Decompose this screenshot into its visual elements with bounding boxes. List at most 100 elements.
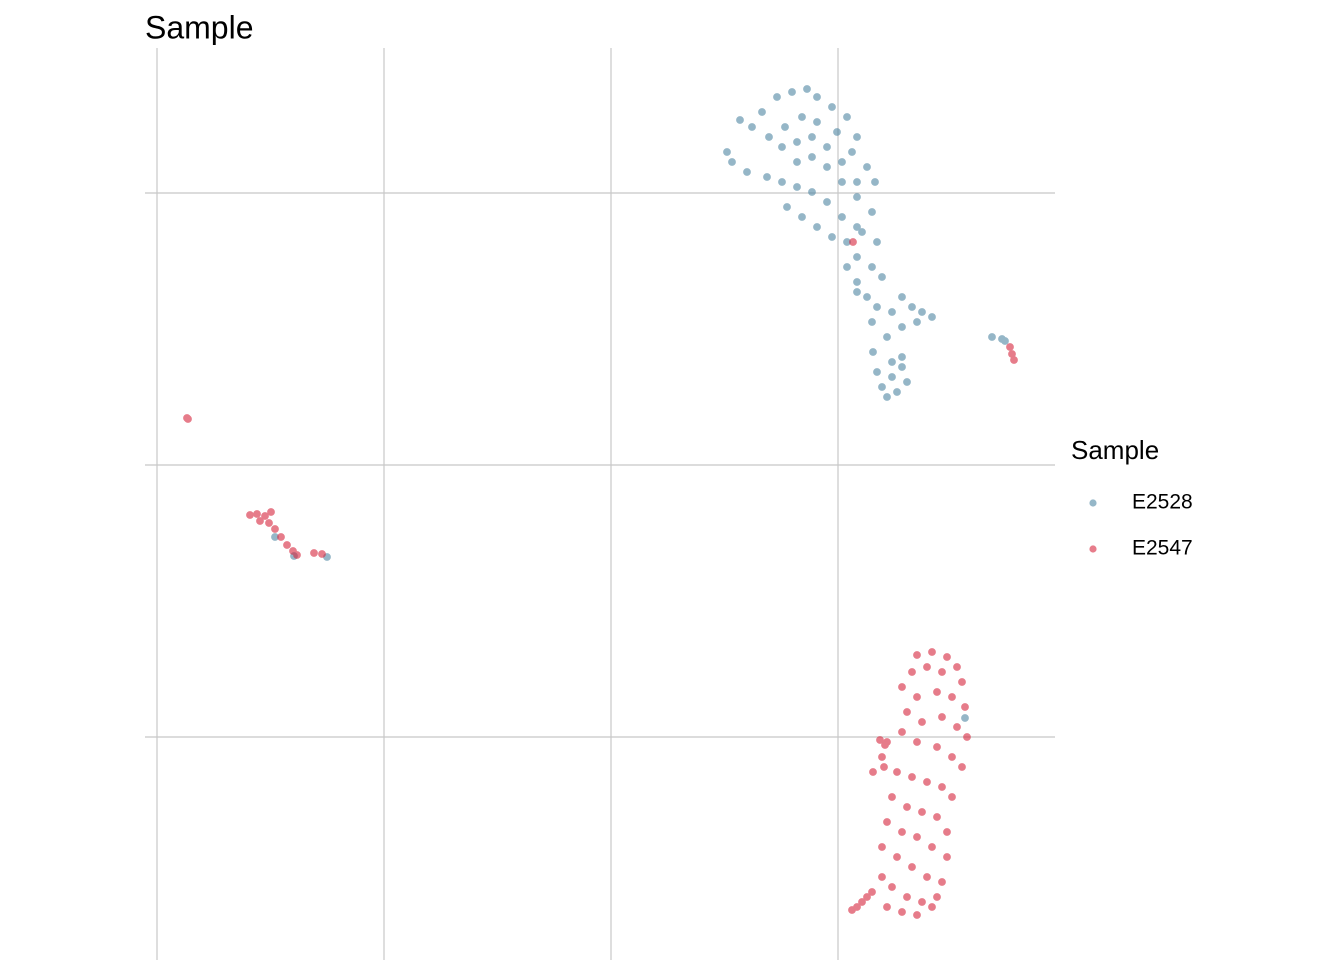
point — [293, 551, 301, 559]
point — [793, 138, 801, 146]
point — [923, 778, 931, 786]
legend-label: E2547 — [1132, 537, 1193, 560]
point — [958, 678, 966, 686]
point — [778, 143, 786, 151]
point — [961, 714, 969, 722]
point — [961, 703, 969, 711]
point — [723, 148, 731, 156]
point — [923, 663, 931, 671]
point — [913, 651, 921, 659]
point — [883, 333, 891, 341]
point — [1010, 356, 1018, 364]
point — [265, 519, 273, 527]
point — [963, 733, 971, 741]
point — [868, 208, 876, 216]
point — [948, 693, 956, 701]
point — [781, 123, 789, 131]
point — [871, 178, 879, 186]
point — [267, 508, 275, 516]
point — [898, 908, 906, 916]
point — [1001, 337, 1009, 345]
point — [918, 308, 926, 316]
point — [853, 133, 861, 141]
point — [853, 178, 861, 186]
point — [988, 333, 996, 341]
point — [928, 903, 936, 911]
point — [813, 93, 821, 101]
point — [898, 683, 906, 691]
point — [883, 393, 891, 401]
legend-label: E2528 — [1132, 491, 1193, 514]
point — [873, 303, 881, 311]
point — [938, 878, 946, 886]
point — [858, 228, 866, 236]
point — [858, 898, 866, 906]
point — [913, 318, 921, 326]
point — [933, 813, 941, 821]
point — [898, 728, 906, 736]
point — [803, 85, 811, 93]
point — [869, 768, 877, 776]
point — [903, 378, 911, 386]
point — [908, 303, 916, 311]
point — [898, 293, 906, 301]
point — [853, 223, 861, 231]
point — [868, 263, 876, 271]
point — [903, 708, 911, 716]
point — [765, 133, 773, 141]
point — [908, 668, 916, 676]
point — [783, 203, 791, 211]
point — [938, 783, 946, 791]
point — [913, 833, 921, 841]
point — [261, 512, 269, 520]
point — [876, 736, 884, 744]
point — [898, 363, 906, 371]
point — [848, 148, 856, 156]
point — [823, 143, 831, 151]
point — [283, 541, 291, 549]
point — [898, 828, 906, 836]
point — [763, 173, 771, 181]
point — [849, 238, 857, 246]
point — [908, 773, 916, 781]
point — [883, 818, 891, 826]
point — [908, 863, 916, 871]
point — [793, 183, 801, 191]
point — [778, 178, 786, 186]
point — [838, 213, 846, 221]
point — [913, 693, 921, 701]
point — [853, 253, 861, 261]
point — [918, 898, 926, 906]
point — [943, 828, 951, 836]
point — [808, 188, 816, 196]
legend-marker — [1089, 499, 1097, 507]
point — [918, 808, 926, 816]
point — [728, 158, 736, 166]
point — [869, 348, 877, 356]
point — [833, 128, 841, 136]
point — [246, 511, 254, 519]
point — [808, 153, 816, 161]
point — [913, 738, 921, 746]
point — [863, 893, 871, 901]
point — [828, 233, 836, 241]
point — [943, 653, 951, 661]
point — [878, 383, 886, 391]
legend-title: Sample — [1071, 435, 1159, 465]
point — [823, 198, 831, 206]
point — [948, 793, 956, 801]
point — [873, 238, 881, 246]
point — [928, 313, 936, 321]
point — [1006, 343, 1014, 351]
point — [758, 108, 766, 116]
point — [743, 168, 751, 176]
point — [888, 883, 896, 891]
point — [958, 763, 966, 771]
point — [923, 873, 931, 881]
legend-marker — [1089, 545, 1097, 553]
point — [933, 688, 941, 696]
point — [888, 308, 896, 316]
series — [183, 238, 1018, 919]
point — [798, 213, 806, 221]
